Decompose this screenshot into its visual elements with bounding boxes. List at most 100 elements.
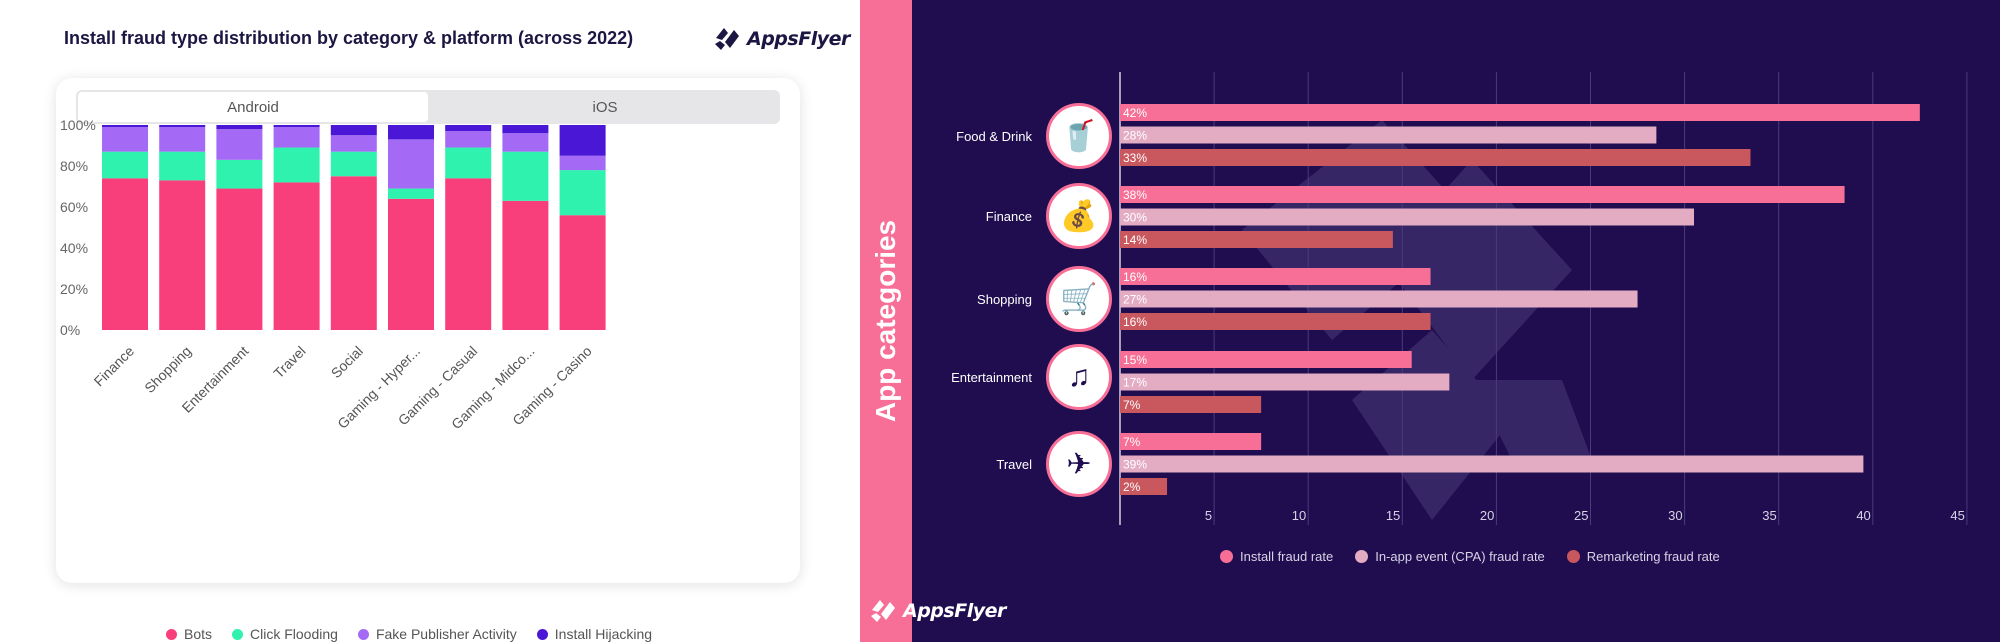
x-tick-label: 30 bbox=[1668, 508, 1682, 523]
category-stripe bbox=[860, 0, 912, 642]
bar bbox=[1120, 478, 1168, 495]
data-label: 42% bbox=[1123, 106, 1147, 120]
right-panel: 5 10 15 20 25 30 35 40 45 42% 28% 33% 38% 30% 14% 16% 27… bbox=[912, 0, 2000, 642]
bar-segment bbox=[388, 125, 434, 140]
money-icon: 💰 bbox=[1046, 183, 1112, 249]
right-legend: Install fraud rate In-app event (CPA) fr… bbox=[1220, 549, 1720, 564]
music-icon: ♫ bbox=[1046, 344, 1112, 410]
cup-icon: 🥤 bbox=[1046, 103, 1112, 169]
x-tick-label: 45 bbox=[1950, 508, 1964, 523]
data-label: 38% bbox=[1123, 188, 1147, 202]
bar-segment bbox=[445, 131, 492, 148]
legend-label: Bots bbox=[184, 626, 213, 642]
data-label: 14% bbox=[1123, 233, 1147, 247]
category-label: Finance bbox=[985, 208, 1032, 224]
data-label: 16% bbox=[1123, 315, 1147, 329]
legend-dot bbox=[1355, 550, 1369, 563]
bar-segment bbox=[216, 129, 263, 160]
bar bbox=[1120, 126, 1657, 144]
appsflyer-logo-text: AppsFlyer bbox=[747, 28, 850, 50]
bar-segment bbox=[559, 170, 606, 216]
legend-label: Install Hijacking bbox=[554, 626, 653, 642]
tab-android[interactable]: Android bbox=[76, 90, 430, 124]
bar bbox=[1120, 396, 1262, 413]
legend-item-fake-publisher: Fake Publisher Activity bbox=[357, 626, 517, 642]
legend-dot bbox=[232, 628, 244, 640]
bar-segment bbox=[502, 200, 549, 330]
legend-item-install-fraud: Install fraud rate bbox=[1220, 549, 1333, 564]
x-tick-label: Shopping bbox=[141, 343, 194, 396]
x-tick-label: 20 bbox=[1480, 508, 1494, 523]
bar-segment bbox=[559, 125, 606, 156]
x-tick-label: 5 bbox=[1205, 508, 1212, 523]
x-tick-label: 25 bbox=[1574, 508, 1588, 523]
chart-card: Android iOS 100% 80% 60% 40% 20% 0% Finance Sho… bbox=[56, 78, 800, 642]
category-label: Travel bbox=[996, 456, 1032, 472]
category-row-entertainment: Entertainment ♫ bbox=[912, 344, 1112, 410]
left-chart-title: Install fraud type distribution by categ… bbox=[64, 28, 634, 48]
legend-dot bbox=[1566, 550, 1580, 563]
bar-segment bbox=[445, 125, 492, 132]
bar-segment bbox=[102, 127, 148, 152]
bar bbox=[1120, 373, 1450, 391]
data-label: 7% bbox=[1123, 435, 1141, 449]
y-tick-label: 60% bbox=[60, 199, 88, 215]
appsflyer-logo-right: AppsFlyer bbox=[868, 596, 1006, 626]
x-tick-label: 40 bbox=[1856, 508, 1870, 523]
x-tick-label: 10 bbox=[1292, 508, 1306, 523]
legend-label: Install fraud rate bbox=[1240, 549, 1334, 564]
legend-item-install-hijacking: Install Hijacking bbox=[536, 626, 653, 642]
appsflyer-logo-icon bbox=[871, 600, 895, 622]
y-tick-label: 80% bbox=[60, 158, 88, 174]
legend-item-bots: Bots bbox=[166, 626, 212, 642]
y-tick-label: 20% bbox=[60, 281, 88, 297]
bar bbox=[1120, 290, 1638, 308]
appsflyer-logo-left: AppsFlyer bbox=[712, 24, 850, 54]
stacked-bar-chart: 100%80%60%40%20%0%Finance ShoppingEnterta… bbox=[60, 117, 606, 432]
category-row-shopping: Shopping 🛒 bbox=[912, 266, 1112, 332]
y-tick-label: 0% bbox=[60, 322, 80, 338]
data-label: 15% bbox=[1123, 353, 1147, 367]
bar-segment bbox=[102, 151, 148, 179]
tab-ios[interactable]: iOS bbox=[592, 98, 618, 116]
bar-segment bbox=[159, 127, 206, 152]
bar-segment bbox=[559, 155, 606, 171]
horizontal-bar-chart: 5 10 15 20 25 30 35 40 45 42% 28% 33% 38% 30% 14% 16% 27… bbox=[1119, 72, 1968, 525]
category-label: Food & Drink bbox=[956, 128, 1032, 144]
bar-segment bbox=[159, 125, 206, 128]
x-tick-label: 35 bbox=[1762, 508, 1776, 523]
category-row-food-drink: Food & Drink 🥤 bbox=[912, 103, 1112, 169]
bar-segment bbox=[273, 127, 320, 148]
x-tick-label: Social bbox=[328, 343, 366, 381]
bar-segment bbox=[388, 188, 434, 199]
bar-segment bbox=[273, 125, 320, 128]
legend-label: Remarketing fraud rate bbox=[1586, 549, 1720, 564]
y-tick-label: 40% bbox=[60, 240, 88, 256]
x-tick-label: 15 bbox=[1386, 508, 1400, 523]
legend-item-remarketing-fraud: Remarketing fraud rate bbox=[1566, 549, 1720, 564]
cart-icon: 🛒 bbox=[1046, 266, 1112, 332]
data-label: 39% bbox=[1123, 458, 1147, 472]
data-label: 7% bbox=[1123, 398, 1141, 412]
bar-segment bbox=[102, 178, 148, 330]
bar bbox=[1120, 104, 1920, 121]
legend-item-click-flooding: Click Flooding bbox=[232, 626, 338, 642]
bar-segment bbox=[445, 178, 492, 330]
legend-dot bbox=[1220, 550, 1233, 563]
legend-label: In-app event (CPA) fraud rate bbox=[1375, 549, 1545, 564]
bar-segment bbox=[216, 188, 263, 330]
legend-label: Fake Publisher Activity bbox=[375, 626, 517, 642]
bar-segment bbox=[502, 133, 549, 152]
bar bbox=[1120, 231, 1393, 248]
data-label: 17% bbox=[1123, 376, 1147, 390]
bar-segment bbox=[216, 125, 263, 130]
bar-segment bbox=[273, 182, 320, 330]
bar bbox=[1120, 208, 1695, 226]
y-tick-label: 100% bbox=[60, 117, 96, 133]
appsflyer-logo-icon bbox=[715, 28, 739, 50]
data-label: 33% bbox=[1123, 151, 1147, 165]
bar-segment bbox=[273, 147, 320, 183]
data-label: 27% bbox=[1123, 293, 1147, 307]
bar bbox=[1120, 313, 1431, 330]
platform-tabs: Android iOS bbox=[76, 90, 780, 124]
